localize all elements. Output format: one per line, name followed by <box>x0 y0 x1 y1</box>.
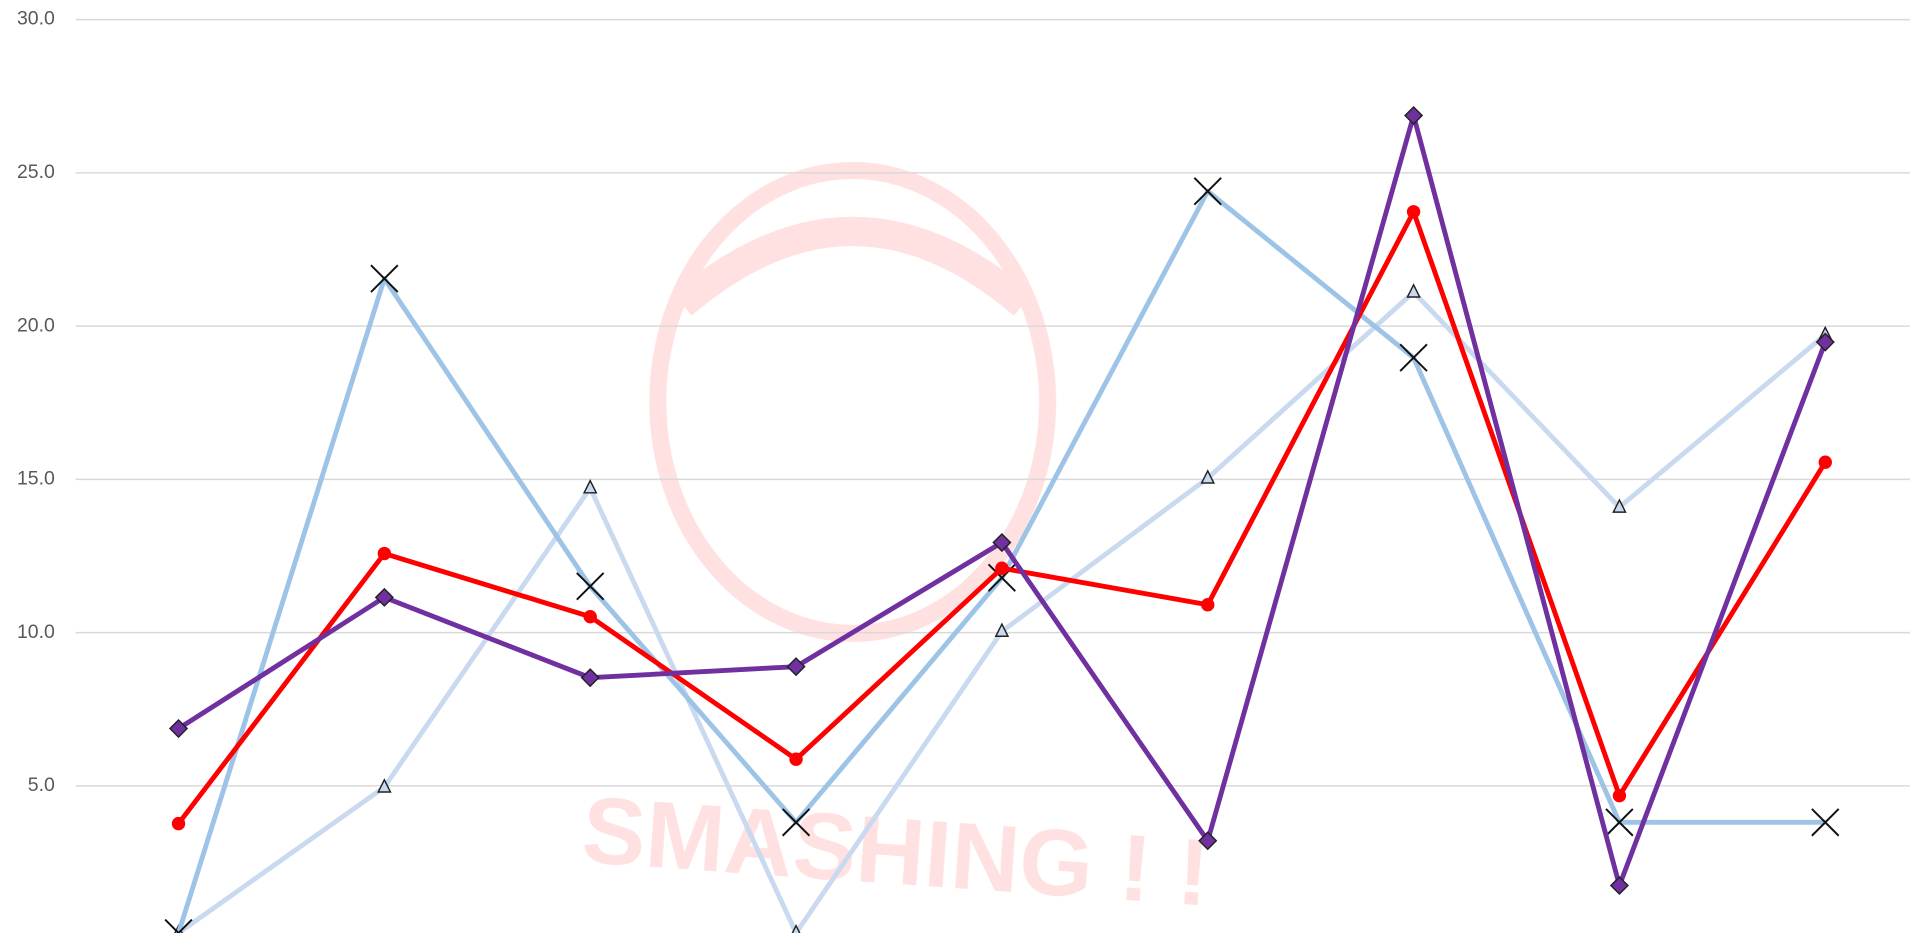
point <box>789 753 802 766</box>
line <box>179 116 1826 886</box>
point <box>371 265 398 292</box>
point <box>1405 107 1422 124</box>
point <box>1819 456 1832 469</box>
point <box>995 562 1008 575</box>
point <box>378 547 391 560</box>
watermark: SMASHING ! ! <box>579 171 1213 927</box>
point <box>1201 598 1214 611</box>
watermark-text: SMASHING ! ! <box>579 777 1213 927</box>
watermark-hair <box>682 231 1023 304</box>
point <box>1611 877 1628 894</box>
point <box>1400 344 1427 371</box>
point <box>1613 789 1626 802</box>
point <box>1407 205 1420 218</box>
point <box>1817 334 1834 351</box>
y-tick-label: 30.0 <box>17 8 55 30</box>
y-tick-label: 5.0 <box>28 774 55 796</box>
y-tick-label: 20.0 <box>17 314 55 336</box>
y-tick-label: 10.0 <box>17 621 55 643</box>
point <box>584 481 596 493</box>
chart: SMASHING ! ! 5.0 10.0 15.0 20.0 25.0 30.0 <box>0 0 1910 933</box>
point <box>172 817 185 830</box>
point <box>577 573 604 600</box>
y-tick-label: 15.0 <box>17 468 55 490</box>
point <box>1407 285 1419 297</box>
point <box>584 610 597 623</box>
y-tick-label: 25.0 <box>17 161 55 183</box>
point <box>582 669 599 686</box>
point <box>1194 178 1221 205</box>
